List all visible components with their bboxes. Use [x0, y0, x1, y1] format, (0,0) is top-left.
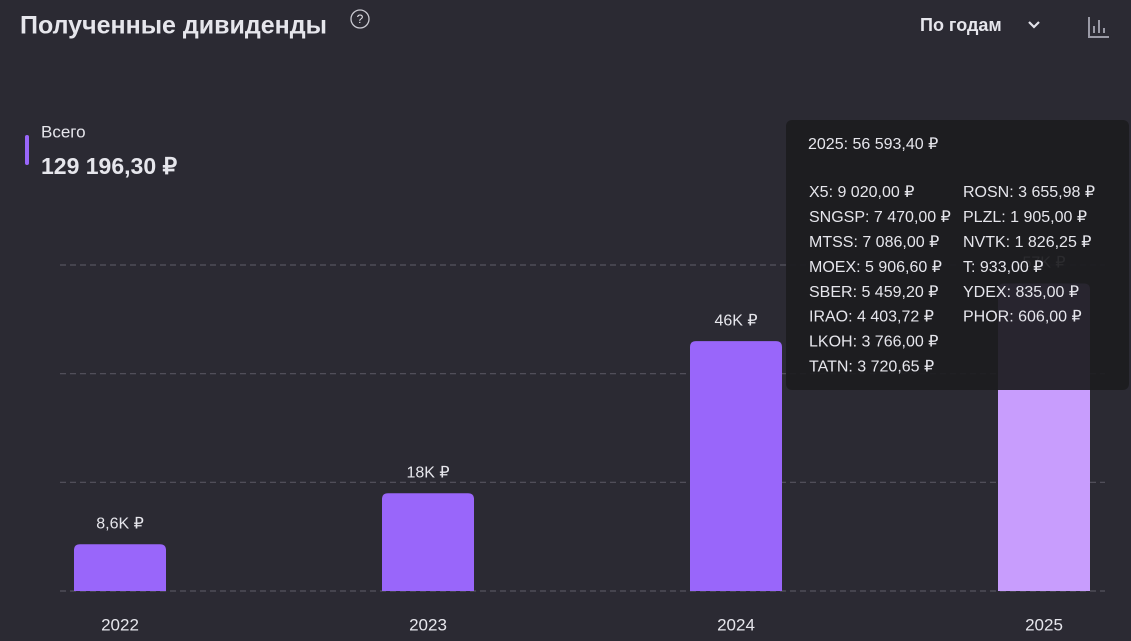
chevron	[1028, 21, 1040, 29]
x-tick-label: 2023	[409, 615, 447, 634]
x-tick-label: 2024	[717, 615, 755, 634]
tooltip-item: MTSS: 7 086,00 ₽	[809, 234, 939, 251]
period-select[interactable]: По годам	[920, 15, 1040, 35]
tooltip-item: PLZL: 1 905,00 ₽	[963, 209, 1087, 226]
help-icon[interactable]: ?	[350, 9, 370, 29]
value-label: 18K ₽	[406, 464, 449, 481]
bar	[690, 341, 782, 591]
tooltip-item: SNGSP: 7 470,00 ₽	[809, 209, 951, 226]
tooltip-item: IRAO: 4 403,72 ₽	[809, 309, 934, 326]
tooltip-item: LKOH: 3 766,00 ₽	[809, 334, 938, 351]
tooltip-item: YDEX: 835,00 ₽	[963, 284, 1079, 301]
value-label: 46K ₽	[714, 312, 757, 329]
tooltip-item: TATN: 3 720,65 ₽	[809, 359, 934, 376]
value-label: 8,6K ₽	[96, 515, 144, 532]
bar	[382, 493, 474, 591]
tooltip-item: X5: 9 020,00 ₽	[809, 184, 914, 201]
legend-swatch	[25, 135, 29, 165]
help-mark: ?	[357, 12, 364, 26]
period-label: По годам	[920, 15, 1002, 35]
chart-icon	[1088, 17, 1109, 38]
chart-type-icon[interactable]	[1088, 17, 1109, 38]
tooltip-title: 2025: 56 593,40 ₽	[808, 136, 938, 153]
widget-title: Полученные дивиденды	[20, 12, 327, 40]
tooltip-item: PHOR: 606,00 ₽	[963, 309, 1082, 326]
x-tick-label: 2022	[101, 615, 139, 634]
tooltip: 2025: 56 593,40 ₽ X5: 9 020,00 ₽ SNGSP: 7…	[786, 120, 1129, 390]
tooltip-item: ROSN: 3 655,98 ₽	[963, 184, 1095, 201]
tooltip-item: SBER: 5 459,20 ₽	[809, 284, 938, 301]
tooltip-box	[786, 120, 1129, 390]
tooltip-item: T: 933,00 ₽	[963, 259, 1043, 276]
x-tick-label: 2025	[1025, 615, 1063, 634]
legend-label: Всего	[41, 122, 86, 141]
total-value: 129 196,30 ₽	[41, 153, 178, 179]
bar	[74, 544, 166, 591]
help-circle	[350, 9, 370, 29]
tooltip-item: NVTK: 1 826,25 ₽	[963, 234, 1091, 251]
tooltip-item: MOEX: 5 906,60 ₽	[809, 259, 942, 276]
